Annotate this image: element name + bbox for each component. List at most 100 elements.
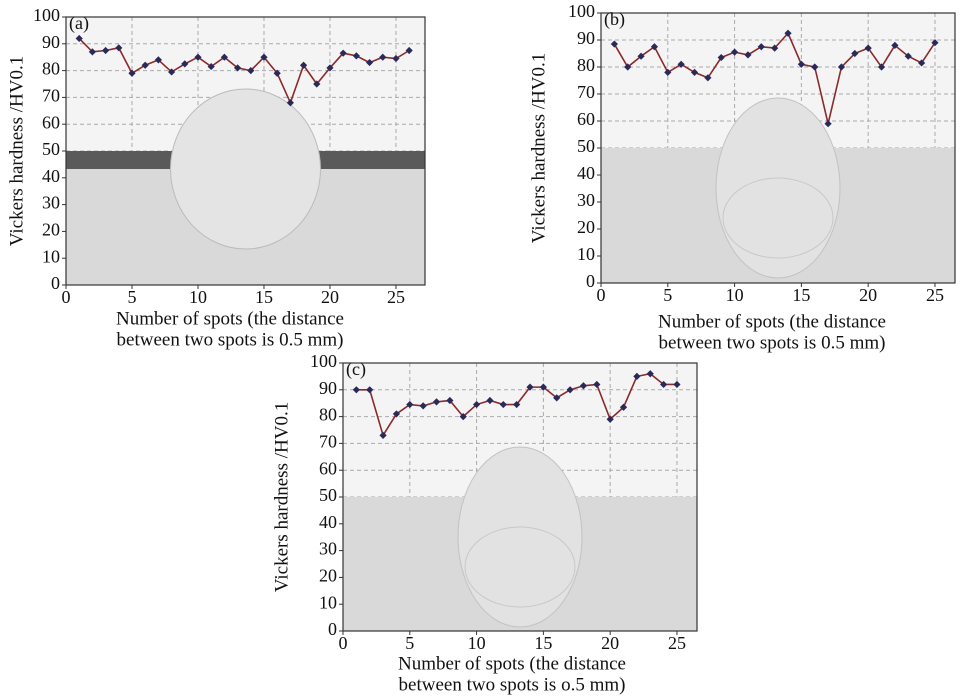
- data-point: [757, 43, 765, 51]
- data-point: [419, 402, 427, 410]
- y-tick-label: 60: [42, 112, 60, 132]
- x-axis-label: Number of spots (the distance: [658, 311, 886, 332]
- data-point: [472, 400, 481, 409]
- weld-pool: [464, 526, 576, 608]
- y-tick-label: 10: [42, 246, 60, 266]
- x-axis-label: between two spots is 0.5 mm): [659, 332, 886, 353]
- x-tick-label: 10: [726, 285, 744, 305]
- y-tick-label: 20: [42, 220, 60, 240]
- y-axis-label: Vickers hardness /HV0.1: [6, 56, 27, 246]
- x-tick-label: 20: [601, 633, 619, 653]
- x-tick-label: 25: [926, 285, 944, 305]
- data-point: [366, 386, 374, 394]
- panel-label: (a): [69, 13, 89, 34]
- data-point: [891, 41, 899, 49]
- data-point: [637, 52, 645, 60]
- x-axis-label: between two spots is o.5 mm): [399, 674, 626, 695]
- data-point: [539, 383, 547, 391]
- data-point: [837, 63, 846, 71]
- y-tick-label: 80: [319, 405, 337, 425]
- x-tick-label: 0: [62, 287, 71, 307]
- y-tick-label: 30: [577, 190, 595, 210]
- data-point: [379, 53, 387, 61]
- data-point: [619, 403, 628, 411]
- data-point: [650, 43, 659, 51]
- data-point: [606, 415, 614, 423]
- y-tick-label: 100: [568, 1, 595, 21]
- data-point: [526, 383, 534, 391]
- y-tick-label: 40: [42, 166, 60, 186]
- data-point: [784, 29, 792, 37]
- data-point: [904, 52, 912, 60]
- data-point: [379, 431, 387, 439]
- y-tick-label: 90: [319, 378, 337, 398]
- data-point: [797, 60, 805, 68]
- y-tick-label: 0: [328, 619, 337, 639]
- data-point: [673, 380, 681, 389]
- data-point: [207, 62, 215, 71]
- y-tick-label: 80: [42, 59, 60, 79]
- data-point: [286, 99, 294, 107]
- data-point: [392, 54, 400, 63]
- y-tick-label: 50: [319, 485, 337, 505]
- data-point: [690, 68, 699, 76]
- y-tick-label: 30: [42, 193, 60, 213]
- data-point: [220, 53, 228, 61]
- x-tick-label: 0: [339, 633, 348, 653]
- x-tick-label: 20: [321, 287, 339, 307]
- data-point: [128, 69, 136, 77]
- x-axis-label: Number of spots (the distance: [116, 308, 344, 329]
- y-tick-label: 70: [577, 82, 595, 102]
- data-point: [593, 380, 601, 389]
- data-point: [233, 64, 242, 72]
- weld-pool: [715, 97, 841, 279]
- x-tick-label: 10: [468, 633, 486, 653]
- data-point: [194, 53, 202, 61]
- data-point: [499, 400, 507, 409]
- y-tick-label: 40: [577, 163, 595, 183]
- data-point: [339, 49, 347, 57]
- data-point: [677, 60, 685, 68]
- y-tick-label: 10: [319, 592, 337, 612]
- y-tick-label: 50: [42, 139, 60, 159]
- data-point: [405, 46, 413, 55]
- data-point: [392, 410, 401, 418]
- data-point: [864, 44, 872, 52]
- data-point: [167, 68, 176, 76]
- panel-label: (b): [604, 9, 625, 30]
- data-point: [633, 372, 641, 380]
- data-point: [352, 52, 360, 60]
- data-point: [299, 61, 308, 69]
- y-tick-label: 0: [586, 271, 595, 291]
- data-point: [313, 80, 321, 88]
- data-point: [877, 63, 886, 71]
- data-point: [247, 67, 255, 75]
- data-point: [824, 120, 832, 128]
- data-point: [660, 380, 668, 389]
- panel-label: (c): [346, 359, 366, 380]
- data-point: [664, 68, 672, 76]
- x-tick-label: 15: [534, 633, 552, 653]
- data-point: [646, 370, 654, 378]
- data-point: [154, 56, 162, 64]
- data-point: [115, 44, 123, 52]
- data-point: [88, 48, 96, 56]
- y-tick-label: 50: [577, 136, 595, 156]
- y-tick-label: 100: [33, 5, 60, 25]
- data-point: [771, 44, 779, 52]
- weld-pool: [170, 88, 321, 250]
- x-tick-label: 25: [668, 633, 686, 653]
- data-point: [181, 60, 189, 68]
- y-tick-label: 20: [319, 566, 337, 586]
- y-tick-label: 60: [577, 109, 595, 129]
- data-point: [624, 63, 632, 71]
- x-axis-label: Number of spots (the distance: [398, 653, 626, 674]
- y-tick-label: 80: [577, 55, 595, 75]
- weld-pool: [457, 446, 583, 628]
- data-point: [851, 49, 859, 58]
- data-point: [610, 40, 618, 48]
- y-tick-label: 30: [319, 539, 337, 559]
- data-point: [352, 386, 360, 394]
- data-point: [273, 69, 281, 77]
